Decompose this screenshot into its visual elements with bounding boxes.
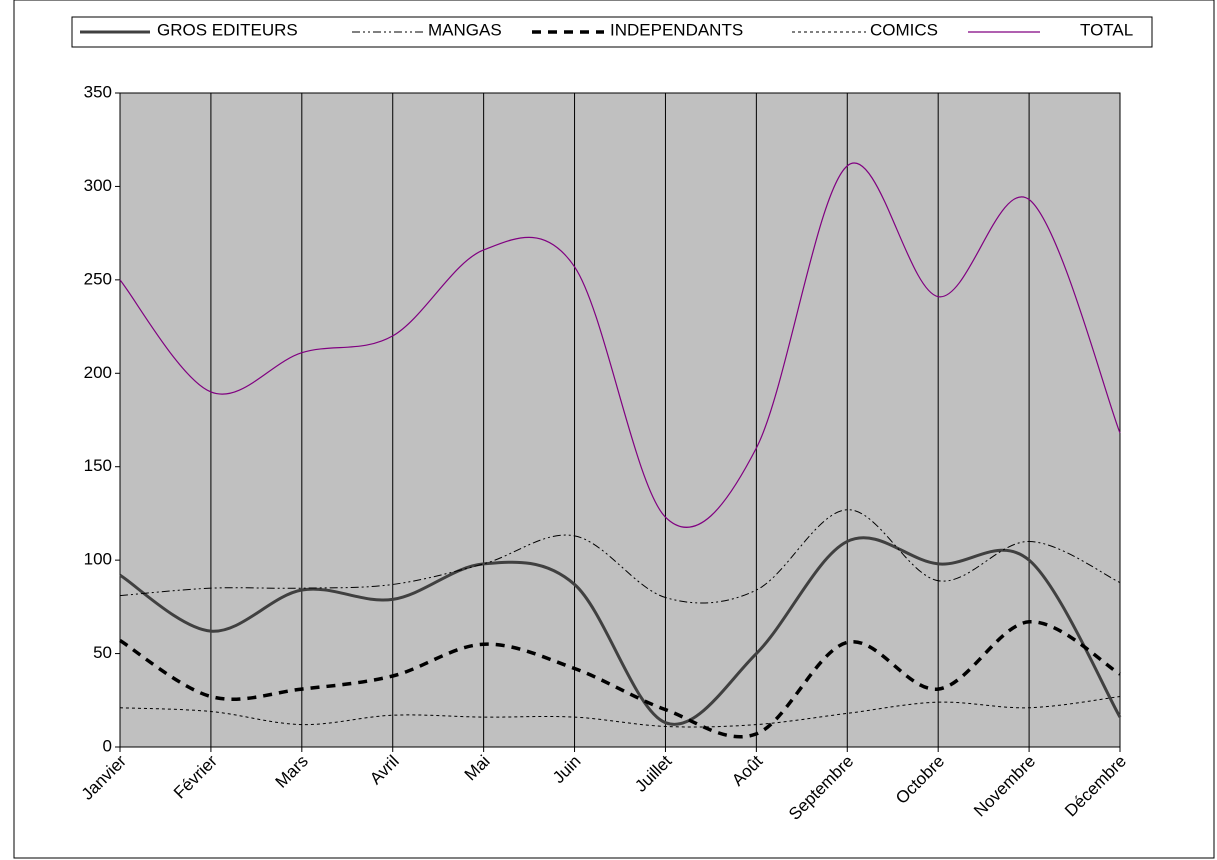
y-tick-label: 300	[84, 176, 112, 195]
y-tick-label: 350	[84, 82, 112, 101]
series-line	[119, 162, 1121, 528]
y-tick-label: 50	[93, 643, 112, 662]
series-line	[119, 620, 1121, 739]
y-tick-label: 100	[84, 550, 112, 569]
legend-label: INDEPENDANTS	[610, 20, 743, 39]
legend-label: MANGAS	[428, 20, 502, 39]
plot-area	[119, 92, 1121, 748]
series-line	[119, 696, 1121, 728]
y-tick-label: 250	[84, 269, 112, 288]
y-tick-label: 200	[84, 363, 112, 382]
series-line	[119, 536, 1122, 726]
y-tick-label: 0	[103, 736, 112, 755]
legend-label: GROS EDITEURS	[157, 20, 298, 39]
legend-label: TOTAL	[1080, 20, 1133, 39]
legend-label: COMICS	[870, 20, 938, 39]
y-tick-label: 150	[84, 456, 112, 475]
